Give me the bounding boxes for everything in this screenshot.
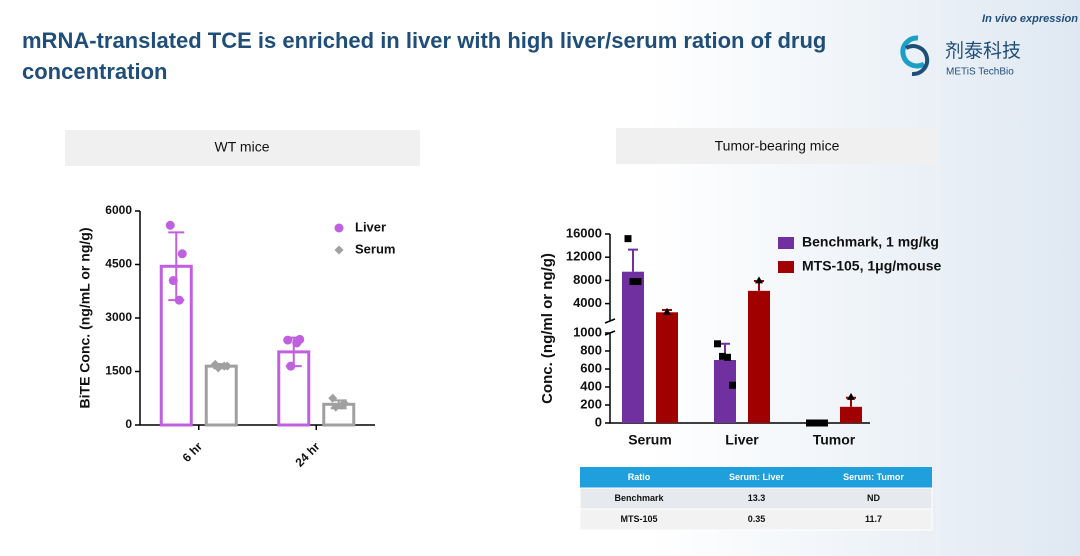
point	[168, 276, 178, 286]
point	[283, 335, 293, 345]
bar	[656, 312, 678, 423]
logo: 剂泰科技 METiS TechBio	[900, 35, 1021, 78]
point	[724, 353, 731, 361]
y-axis-label: Conc. (ng/ml or ng/g)	[539, 253, 556, 404]
point	[755, 276, 763, 284]
y-axis-label: BiTE Conc. (ng/mL or ng/g)	[77, 228, 93, 409]
y-tick-label: 12000	[566, 249, 602, 264]
point	[821, 419, 828, 427]
point	[292, 338, 302, 348]
table-cell: 11.7	[865, 514, 882, 524]
panel-title: WT mice	[215, 139, 270, 155]
y-tick-label: 200	[580, 396, 602, 411]
table-cell: ND	[867, 493, 880, 503]
point	[334, 245, 344, 255]
panel-title: Tumor-bearing mice	[715, 138, 840, 154]
point	[663, 307, 671, 315]
panel-header	[65, 130, 420, 166]
point	[334, 223, 344, 233]
table-cell: 13.3	[748, 493, 766, 503]
y-tick-label: 1500	[105, 364, 132, 378]
legend-label: MTS-105, 1μg/mouse	[802, 258, 941, 274]
point	[847, 392, 855, 400]
point	[174, 295, 184, 305]
panel-header	[616, 128, 938, 164]
y-tick-label: 800	[580, 342, 602, 357]
bar	[748, 290, 770, 423]
tag: In vivo expression	[982, 13, 1078, 25]
legend-label: Benchmark, 1 mg/kg	[802, 234, 939, 250]
point	[219, 361, 229, 371]
point	[624, 235, 632, 243]
logo-en: METiS TechBio	[946, 67, 1014, 78]
x-tick-label: Liver	[725, 432, 759, 448]
point	[806, 419, 813, 427]
y-tick-label: 600	[580, 360, 602, 375]
table-header-cell: Ratio	[628, 472, 651, 482]
y-tick-label: 4500	[105, 257, 132, 271]
y-tick-label: 16000	[566, 225, 602, 240]
point	[719, 352, 726, 360]
bar	[204, 364, 238, 427]
point	[634, 278, 642, 286]
legend-label: Liver	[355, 219, 386, 234]
table-cell: 0.35	[748, 514, 766, 524]
point	[729, 381, 736, 389]
table-header	[580, 467, 932, 488]
point	[811, 419, 818, 427]
bar	[622, 271, 644, 423]
y-tick-label: 6000	[105, 203, 132, 217]
y-tick-label: 3000	[105, 310, 132, 324]
point	[165, 220, 175, 230]
point	[286, 361, 296, 371]
y-tick-label: 0	[125, 417, 132, 431]
y-tick-label: 400	[580, 378, 602, 393]
title: mRNA-translated TCE is enriched in liver…	[22, 28, 826, 53]
point	[714, 340, 721, 348]
table-cell: MTS-105	[620, 514, 657, 524]
logo-cn: 剂泰科技	[945, 40, 1021, 62]
bar	[714, 360, 736, 423]
table-header-cell: Serum: Liver	[729, 472, 785, 482]
point	[629, 278, 637, 286]
point	[177, 249, 187, 259]
point	[337, 400, 347, 410]
error-bar	[628, 248, 638, 272]
point	[816, 419, 823, 427]
legend-swatch	[778, 261, 794, 273]
y-tick-label: 1000	[573, 324, 602, 339]
bar	[840, 406, 862, 423]
x-tick-label: Serum	[628, 432, 672, 448]
table-cell: Benchmark	[614, 493, 664, 503]
legend-label: Serum	[355, 241, 395, 256]
x-tick-label: Tumor	[813, 432, 856, 448]
y-tick-label: 0	[595, 414, 602, 429]
table-row	[579, 508, 933, 531]
table-header-cell: Serum: Tumor	[843, 472, 904, 482]
y-tick-label: 8000	[573, 272, 602, 287]
legend-swatch	[778, 237, 794, 249]
y-tick-label: 4000	[573, 295, 602, 310]
point	[328, 393, 338, 403]
title: concentration	[22, 59, 167, 84]
